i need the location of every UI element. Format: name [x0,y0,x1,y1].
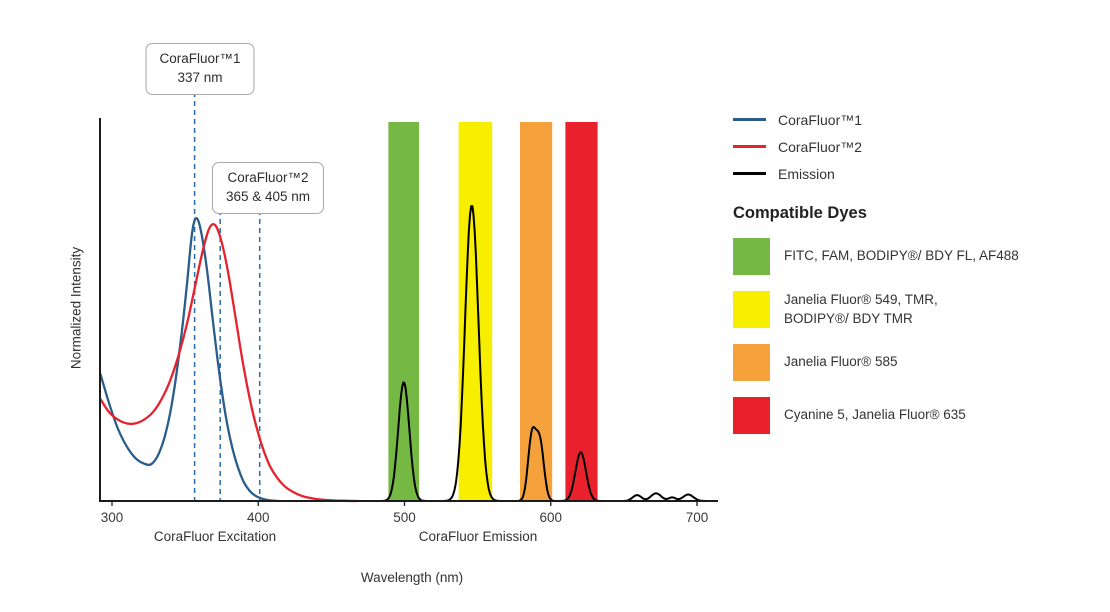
dye-label-red: Cyanine 5, Janelia Fluor® 635 [784,407,966,423]
series-corafluor2-excitation [99,223,358,503]
dye-item-orange: Janelia Fluor® 585 [733,344,1105,381]
x-tick-label: 400 [247,510,270,525]
callout-corafluor1-value: 337 nm [177,69,223,85]
spectra-chart: 300 400 500 600 700 [99,83,718,525]
legend-label-corafluor2: CoraFluor™2 [778,138,863,155]
x-axis-sublabel-emission: CoraFluor Emission [418,529,538,544]
series-corafluor1-excitation [99,217,279,503]
compatible-dyes-heading: Compatible Dyes [733,204,867,222]
emission-band-3 [565,122,598,500]
legend-label-emission: Emission [778,165,835,182]
callout-corafluor1-337nm: CoraFluor™1 337 nm [145,43,255,95]
emission-band-0 [388,122,420,500]
dye-label-yellow: Janelia Fluor® 549, TMR, BODIPY®/ BDY TM… [784,292,938,326]
x-tick-label: 500 [393,510,416,525]
x-axis-label: Wavelength (nm) [360,570,464,585]
emission-band-2 [520,122,553,500]
legend-item-corafluor1: CoraFluor™1 [733,106,1105,133]
x-tick-label: 300 [101,510,124,525]
legend-line-sample-blue [733,118,766,121]
legend-item-emission: Emission [733,160,1105,187]
x-tick-label: 600 [539,510,562,525]
compatible-dyes-list: FITC, FAM, BODIPY®/ BDY FL, AF488 Janeli… [733,238,1105,434]
x-axis-sublabel-excitation: CoraFluor Excitation [153,529,277,544]
dye-item-yellow: Janelia Fluor® 549, TMR, BODIPY®/ BDY TM… [733,291,1105,328]
dye-label-green: FITC, FAM, BODIPY®/ BDY FL, AF488 [784,248,1019,264]
dye-item-red: Cyanine 5, Janelia Fluor® 635 [733,397,1105,434]
dye-swatch-orange [733,344,770,381]
callout-corafluor2-title: CoraFluor™2 [227,170,309,185]
legend-label-corafluor1: CoraFluor™1 [778,111,863,128]
y-axis-label: Normalized Intensity [68,246,84,370]
series-emission [346,205,717,502]
legend-line-sample-black [733,172,766,175]
legend-line-sample-red [733,145,766,148]
callout-corafluor2-value: 365 & 405 nm [225,188,311,204]
emission-band-1 [458,122,493,500]
dye-swatch-green [733,238,770,275]
legend-panel: CoraFluor™1 CoraFluor™2 Emission Compati… [733,106,1105,450]
dye-swatch-yellow [733,291,770,328]
dye-label-orange: Janelia Fluor® 585 [784,354,898,370]
legend-item-corafluor2: CoraFluor™2 [733,133,1105,160]
x-tick-label: 700 [686,510,709,525]
dye-item-green: FITC, FAM, BODIPY®/ BDY FL, AF488 [733,238,1105,275]
callout-corafluor1-title: CoraFluor™1 [159,51,241,66]
callout-corafluor2-365-405nm: CoraFluor™2 365 & 405 nm [211,162,325,214]
dye-swatch-red [733,397,770,434]
